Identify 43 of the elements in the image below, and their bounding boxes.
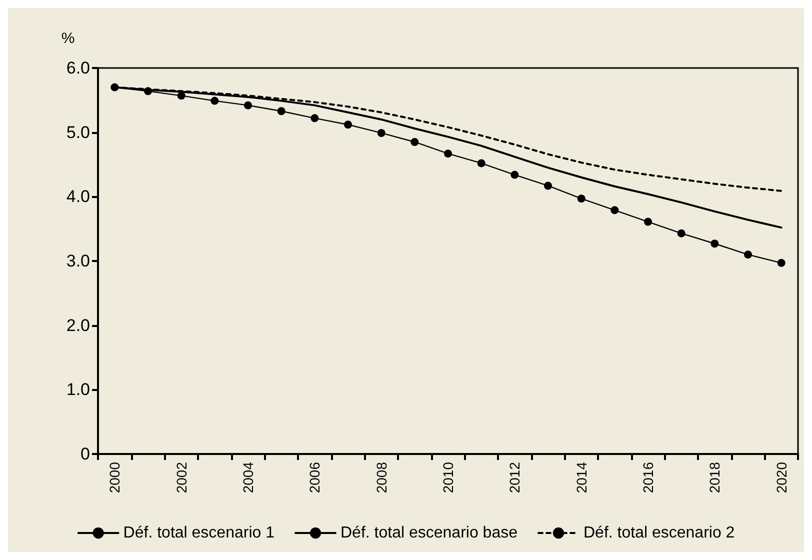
point — [777, 258, 786, 267]
y-tick-label: 4.0 — [66, 187, 90, 206]
y-tick-label: 0 — [80, 444, 90, 464]
x-tick-label: 2018 — [706, 462, 723, 494]
x-tick-label: 2014 — [573, 462, 590, 494]
x-tick-label: 2020 — [773, 462, 790, 494]
point — [244, 101, 252, 110]
x-tick-label: 2010 — [440, 462, 456, 494]
point — [544, 182, 552, 190]
point — [310, 114, 319, 122]
point — [410, 138, 419, 146]
point — [177, 92, 186, 100]
point — [344, 120, 352, 129]
x-tick-label: 2004 — [240, 462, 256, 494]
legend-label: Déf. total escenario 1 — [123, 524, 275, 542]
x-tick-label: 2000 — [106, 462, 123, 494]
point — [477, 159, 486, 168]
y-tick-label: 3.0 — [66, 252, 90, 270]
point — [710, 240, 719, 248]
point — [210, 96, 219, 105]
point — [644, 218, 652, 226]
y-tick-label: 2.0 — [66, 316, 90, 335]
y-axis-title: % — [61, 30, 75, 47]
y-tick-label: 6.0 — [66, 58, 90, 78]
point — [144, 87, 152, 96]
point — [444, 150, 452, 158]
x-tick-label: 2002 — [173, 462, 190, 494]
y-tick-label: 5.0 — [66, 122, 90, 142]
point — [677, 229, 686, 238]
point — [510, 170, 519, 179]
point — [610, 206, 619, 214]
x-tick-label: 2006 — [306, 462, 323, 494]
legend-label: Déf. total escenario 2 — [583, 524, 735, 542]
point — [577, 194, 586, 203]
point — [377, 128, 386, 137]
x-tick-label: 2008 — [373, 462, 390, 494]
x-tick-label: 2016 — [640, 462, 656, 494]
point — [277, 107, 286, 116]
y-tick-label: 1.0 — [66, 380, 90, 400]
legend-label: Déf. total escenario base — [340, 524, 518, 542]
point — [110, 83, 119, 92]
x-tick-label: 2012 — [506, 462, 523, 494]
point — [744, 250, 752, 259]
